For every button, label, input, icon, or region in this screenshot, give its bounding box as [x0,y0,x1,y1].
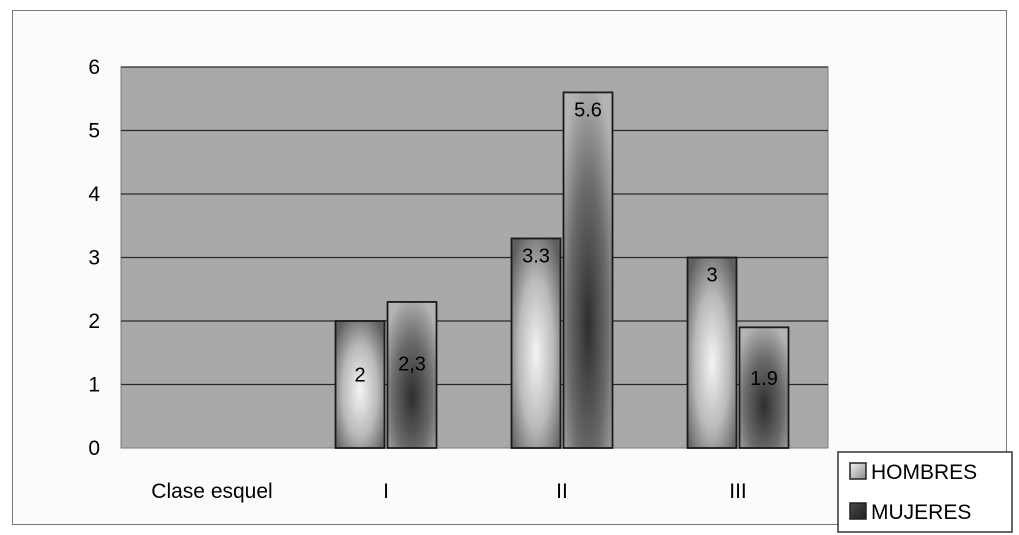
bar-hombres-I [334,320,386,449]
data-label-mujeres-II: 5.6 [574,99,602,121]
legend-swatch-hombres [849,462,867,480]
x-tick-label: II [556,480,568,503]
y-tick-label: 0 [88,437,100,460]
bar-mujeres-II [562,91,614,449]
data-label-hombres-III: 3 [706,265,717,287]
data-label-hombres-I: 2 [354,364,365,386]
legend-label-hombres: HOMBRES [871,461,977,484]
x-tick-label: III [729,480,747,503]
legend-label-mujeres: MUJERES [871,501,971,524]
bar-mujeres-III [738,326,790,449]
bar-mujeres-I [386,301,438,449]
data-labels: 2 2,3 3.3 5.6 3 1.9 [354,99,777,390]
bar-hombres-II [510,237,562,449]
bars [334,91,790,449]
x-axis-ticks: Clase esquel I II III [151,480,746,503]
bar-hombres-III [686,256,738,449]
y-tick-label: 5 [88,120,100,143]
data-label-mujeres-III: 1.9 [750,368,778,390]
gridlines [121,66,828,386]
data-label-hombres-II: 3.3 [522,245,550,267]
data-label-mujeres-I: 2,3 [398,353,426,375]
legend-box [837,451,1013,533]
legend-swatch-mujeres [849,502,867,520]
y-tick-label: 4 [88,183,100,206]
x-tick-label: I [383,480,389,503]
y-tick-label: 3 [88,247,100,270]
legend: HOMBRES MUJERES [837,451,1013,533]
y-tick-label: 2 [88,310,100,333]
y-tick-label: 6 [88,56,100,79]
y-tick-label: 1 [88,374,100,397]
y-axis-ticks: 0 1 2 3 4 5 6 [88,56,100,460]
category-axis-title: Clase esquel [151,480,272,503]
